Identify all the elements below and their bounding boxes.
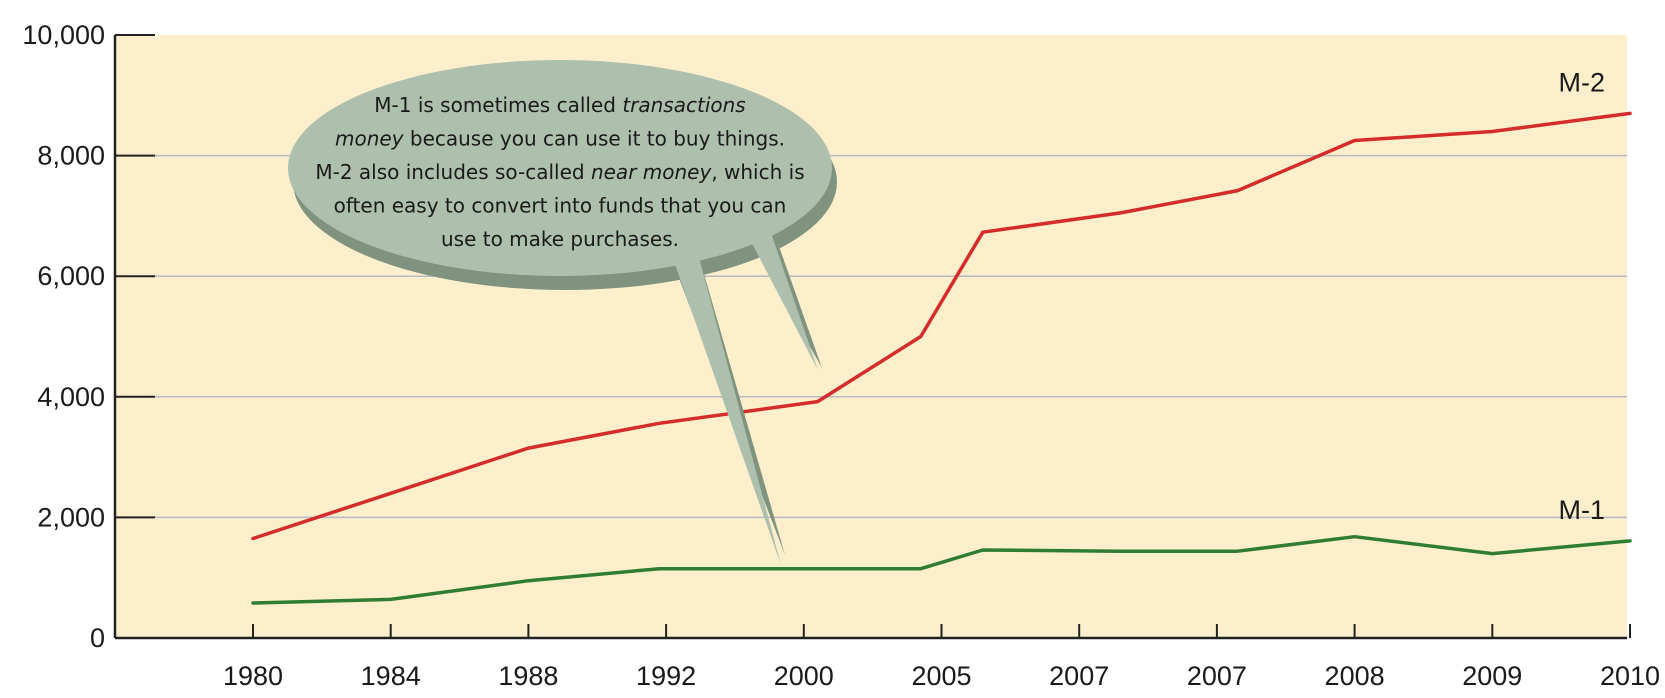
bubble-text-line: money because you can use it to buy thin… <box>335 127 785 151</box>
bubble-body <box>288 60 832 276</box>
x-tick-label: 2008 <box>1325 661 1385 691</box>
bubble-text-span: often easy to convert into funds that yo… <box>334 194 787 218</box>
bubble-pointer-m1 <box>670 250 781 565</box>
bubble-text-line: use to make purchases. <box>441 227 679 251</box>
bubble-text-span: M-1 is sometimes called <box>374 93 622 117</box>
x-tick-label: 2009 <box>1462 661 1522 691</box>
x-tick-label: 1992 <box>636 661 696 691</box>
y-tick-label: 2,000 <box>37 502 105 532</box>
x-tick-label: 2007 <box>1049 661 1109 691</box>
x-tick-label: 2007 <box>1187 661 1247 691</box>
bubble-text-span: use to make purchases. <box>441 227 679 251</box>
series-line-m-2 <box>251 111 1632 541</box>
y-tick-label: 6,000 <box>37 261 105 291</box>
bubble-text-span: transactions <box>622 93 745 117</box>
x-tick-label: 1980 <box>223 661 283 691</box>
tick-labels: 0 2,000 4,000 6,000 8,000 10,000 1980 1984 1988 1… <box>22 20 1660 691</box>
bubble-pointer-m2 <box>745 230 818 370</box>
x-tick-label: 2005 <box>911 661 971 691</box>
series-label: M-1 <box>1559 495 1606 525</box>
bubble-text-span: money <box>335 127 405 151</box>
y-tick-label: 0 <box>90 623 105 653</box>
series-label: M-2 <box>1559 67 1606 97</box>
series-line-m-1 <box>251 534 1632 605</box>
bubble-text-line: M-1 is sometimes called transactions <box>374 93 745 117</box>
bubble-text-span: near money <box>591 160 713 184</box>
bubble-text-span: because you can use it to buy things. <box>404 127 786 151</box>
x-tick-label: 1988 <box>498 661 558 691</box>
bubble-text-span: M-2 also includes so-called <box>315 160 591 184</box>
y-tick-label: 8,000 <box>37 141 105 171</box>
bubble-text-span: , which is <box>711 160 804 184</box>
series-lines <box>251 111 1632 605</box>
bubble-text-line: M-2 also includes so-called near money, … <box>315 160 804 184</box>
x-tick-label: 1984 <box>361 661 421 691</box>
x-tick-label: 2000 <box>774 661 834 691</box>
y-tick-label: 10,000 <box>22 20 105 50</box>
axes <box>113 34 1631 640</box>
x-tick-label: 2010 <box>1600 661 1660 691</box>
bubble-text-line: often easy to convert into funds that yo… <box>334 194 787 218</box>
annotation-callout: M-1 is sometimes called transactions mone… <box>288 60 837 565</box>
y-tick-label: 4,000 <box>37 382 105 412</box>
